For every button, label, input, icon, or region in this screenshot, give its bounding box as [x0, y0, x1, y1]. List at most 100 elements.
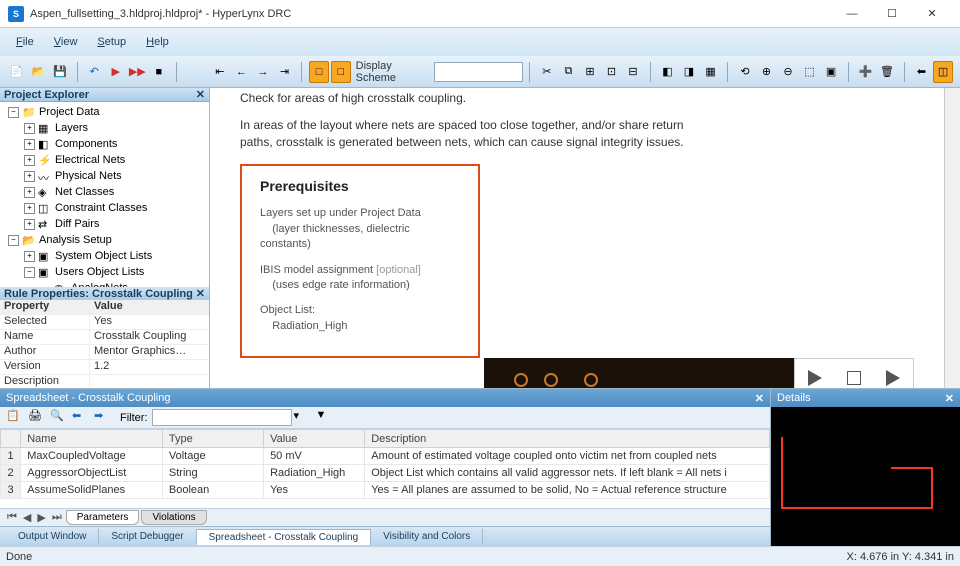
highlight2-icon[interactable]: □	[331, 61, 351, 83]
bottom-tab[interactable]: Output Window	[6, 529, 99, 544]
nav-next-icon[interactable]: →	[253, 61, 273, 83]
expand-icon[interactable]: +	[24, 251, 35, 262]
nav-last-icon[interactable]: ⇥	[275, 61, 295, 83]
ss-next-icon[interactable]: ➡	[94, 409, 112, 427]
col-header[interactable]: Type	[162, 430, 263, 448]
nav-first-icon[interactable]: ⇤	[210, 61, 230, 83]
menu-setup[interactable]: Setup	[87, 32, 136, 52]
col-header[interactable]: Description	[365, 430, 770, 448]
tree-node[interactable]: +▦Layers	[0, 120, 209, 136]
menu-view[interactable]: View	[44, 32, 88, 52]
tool-o-icon[interactable]: 🗑	[877, 61, 897, 83]
close-button[interactable]: ✕	[912, 0, 952, 28]
tree-node[interactable]: +▣System Object Lists	[0, 248, 209, 264]
tool-q-icon[interactable]: ◫	[933, 61, 953, 83]
tab-parameters[interactable]: Parameters	[66, 510, 140, 525]
prop-row[interactable]: Version1.2	[0, 360, 209, 375]
expand-icon[interactable]: +	[24, 187, 35, 198]
table-row[interactable]: 3AssumeSolidPlanesBooleanYesYes = All pl…	[1, 482, 770, 499]
expand-icon[interactable]: +	[24, 155, 35, 166]
vertical-scrollbar[interactable]	[944, 88, 960, 388]
tree-node[interactable]: −📂Analysis Setup	[0, 232, 209, 248]
table-row[interactable]: 1MaxCoupledVoltageVoltage50 mVAmount of …	[1, 448, 770, 465]
col-header[interactable]: Name	[21, 430, 163, 448]
ss-tool-3-icon[interactable]: 🔍	[50, 409, 68, 427]
tool-i-icon[interactable]: ⟲	[735, 61, 755, 83]
tree-node[interactable]: +⚡Electrical Nets	[0, 152, 209, 168]
tool-n-icon[interactable]: ➕	[856, 61, 876, 83]
expand-icon[interactable]: −	[8, 235, 19, 246]
tree-node[interactable]: +◈Net Classes	[0, 184, 209, 200]
tool-l-icon[interactable]: ⬚	[800, 61, 820, 83]
tool-p-icon[interactable]: ⬅	[912, 61, 932, 83]
expand-icon[interactable]: +	[24, 123, 35, 134]
tool-m-icon[interactable]: ▣	[821, 61, 841, 83]
nav-first-button[interactable]: ⏮	[4, 511, 20, 524]
prop-row[interactable]: NameCrosstalk Coupling	[0, 330, 209, 345]
tool-g-icon[interactable]: ◨	[679, 61, 699, 83]
props-close-icon[interactable]: ✕	[196, 287, 205, 300]
project-tree[interactable]: −📁Project Data+▦Layers+◧Components+⚡Elec…	[0, 102, 209, 287]
expand-icon[interactable]: −	[24, 267, 35, 278]
tool-j-icon[interactable]: ⊕	[757, 61, 777, 83]
tool-c-icon[interactable]: ⊞	[580, 61, 600, 83]
tree-node[interactable]: +◫Constraint Classes	[0, 200, 209, 216]
spreadsheet-close-icon[interactable]: ✕	[755, 392, 764, 405]
maximize-button[interactable]: ☐	[872, 0, 912, 28]
expand-icon[interactable]: +	[24, 139, 35, 150]
tool-e-icon[interactable]: ⊟	[623, 61, 643, 83]
run-icon[interactable]: ▶	[106, 61, 126, 83]
tree-node[interactable]: +◧Components	[0, 136, 209, 152]
expand-icon[interactable]: +	[24, 219, 35, 230]
tree-node[interactable]: +〰Physical Nets	[0, 168, 209, 184]
bottom-tab[interactable]: Script Debugger	[99, 529, 196, 544]
nav-next-button[interactable]: ▶	[34, 511, 48, 524]
tab-violations[interactable]: Violations	[141, 510, 206, 525]
expand-icon[interactable]: −	[8, 107, 19, 118]
undo-icon[interactable]: ↶	[84, 61, 104, 83]
expand-icon[interactable]: +	[24, 171, 35, 182]
minimize-button[interactable]: —	[832, 0, 872, 28]
prop-row[interactable]: AuthorMentor Graphics…	[0, 345, 209, 360]
ss-tool-2-icon[interactable]: 🖨	[28, 409, 46, 427]
prop-row[interactable]: SelectedYes	[0, 315, 209, 330]
bottom-tab[interactable]: Visibility and Colors	[371, 529, 483, 544]
nav-prev-button[interactable]: ◀	[20, 511, 34, 524]
tree-node[interactable]: +⇄Diff Pairs	[0, 216, 209, 232]
tool-a-icon[interactable]: ✂	[537, 61, 557, 83]
table-row[interactable]: 2AggressorObjectListStringRadiation_High…	[1, 465, 770, 482]
explorer-close-icon[interactable]: ✕	[196, 88, 205, 101]
tree-node[interactable]: ◉AnalogNets	[0, 280, 209, 287]
bottom-tab[interactable]: Spreadsheet - Crosstalk Coupling	[197, 529, 372, 545]
step-icon[interactable]: ▶▶	[128, 61, 148, 83]
filter-funnel-icon[interactable]: ▼	[316, 409, 334, 427]
save-icon[interactable]: 💾	[50, 61, 70, 83]
details-viewport[interactable]	[771, 407, 960, 546]
filter-input[interactable]	[152, 409, 292, 426]
col-header[interactable]: Value	[264, 430, 365, 448]
node-label: Project Data	[39, 106, 100, 118]
expand-icon[interactable]: +	[24, 203, 35, 214]
tree-node[interactable]: −📁Project Data	[0, 104, 209, 120]
nav-prev-icon[interactable]: ←	[232, 61, 252, 83]
filter-apply-icon[interactable]: ▾	[294, 409, 312, 427]
spreadsheet-body[interactable]: NameTypeValueDescription1MaxCoupledVolta…	[0, 429, 770, 508]
ss-prev-icon[interactable]: ⬅	[72, 409, 90, 427]
menu-file[interactable]: File	[6, 32, 44, 52]
ss-tool-1-icon[interactable]: 📋	[6, 409, 24, 427]
menu-help[interactable]: Help	[136, 32, 179, 52]
tool-h-icon[interactable]: ▦	[701, 61, 721, 83]
tree-node[interactable]: −▣Users Object Lists	[0, 264, 209, 280]
tool-f-icon[interactable]: ◧	[658, 61, 678, 83]
tool-d-icon[interactable]: ⊡	[602, 61, 622, 83]
nav-last-button[interactable]: ⏭	[49, 511, 65, 524]
tool-b-icon[interactable]: ⧉	[559, 61, 579, 83]
col-header[interactable]	[1, 430, 21, 448]
new-icon[interactable]: 📄	[7, 61, 27, 83]
highlight1-icon[interactable]: □	[309, 61, 329, 83]
details-close-icon[interactable]: ✕	[945, 392, 954, 405]
stop-icon[interactable]: ■	[149, 61, 169, 83]
scheme-dropdown[interactable]	[434, 62, 523, 82]
open-icon[interactable]: 📂	[29, 61, 49, 83]
tool-k-icon[interactable]: ⊖	[778, 61, 798, 83]
